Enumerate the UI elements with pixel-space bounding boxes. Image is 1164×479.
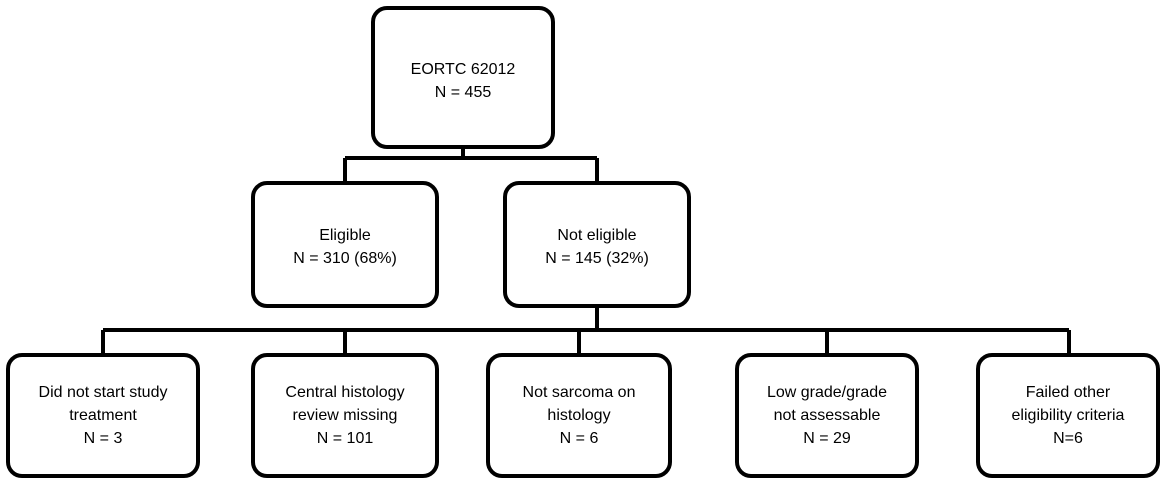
node-text: review missing [293,407,398,424]
node: Did not start study treatment N = 3 [6,353,200,478]
node: Not sarcoma on histology N = 6 [486,353,672,478]
node-text: Central histology [285,384,404,401]
node-box [6,353,200,478]
node-box [371,6,555,149]
node-text: Eligible [319,227,371,244]
node-text: N = 3 [84,430,123,447]
node-box [486,353,672,478]
connectors [101,147,1071,355]
node-text: N = 455 [435,84,492,101]
node-text: N = 145 (32%) [545,250,649,267]
node-box [976,353,1160,478]
node-text: Low grade/grade [767,384,887,401]
node-box [735,353,919,478]
node-text: N = 310 (68%) [293,250,397,267]
node-text: eligibility criteria [1012,407,1125,424]
node-box [503,181,691,308]
node-text: Failed other [1026,384,1111,401]
node-text: not assessable [774,407,881,424]
node: Failed other eligibility criteria N=6 [976,353,1160,478]
node: EORTC 62012 N = 455 [371,6,555,149]
node: Eligible N = 310 (68%) [251,181,439,308]
node-box [251,353,439,478]
node-text: Not eligible [557,227,636,244]
node-text: N=6 [1053,430,1083,447]
node-text: Not sarcoma on [523,384,636,401]
node-text: Did not start study [39,384,168,401]
node: Not eligible N = 145 (32%) [503,181,691,308]
boxes: EORTC 62012 N = 455 Eligible N = 310 (68%) N… [6,6,1160,478]
node-text: treatment [69,407,137,424]
node: Low grade/grade not assessable N = 29 [735,353,919,478]
node-text: histology [547,407,610,424]
node-text: N = 6 [560,430,599,447]
node-box [251,181,439,308]
node-text: EORTC 62012 [411,61,516,78]
node-text: N = 29 [803,430,851,447]
node-text: N = 101 [317,430,374,447]
node: Central histology review missing N = 101 [251,353,439,478]
